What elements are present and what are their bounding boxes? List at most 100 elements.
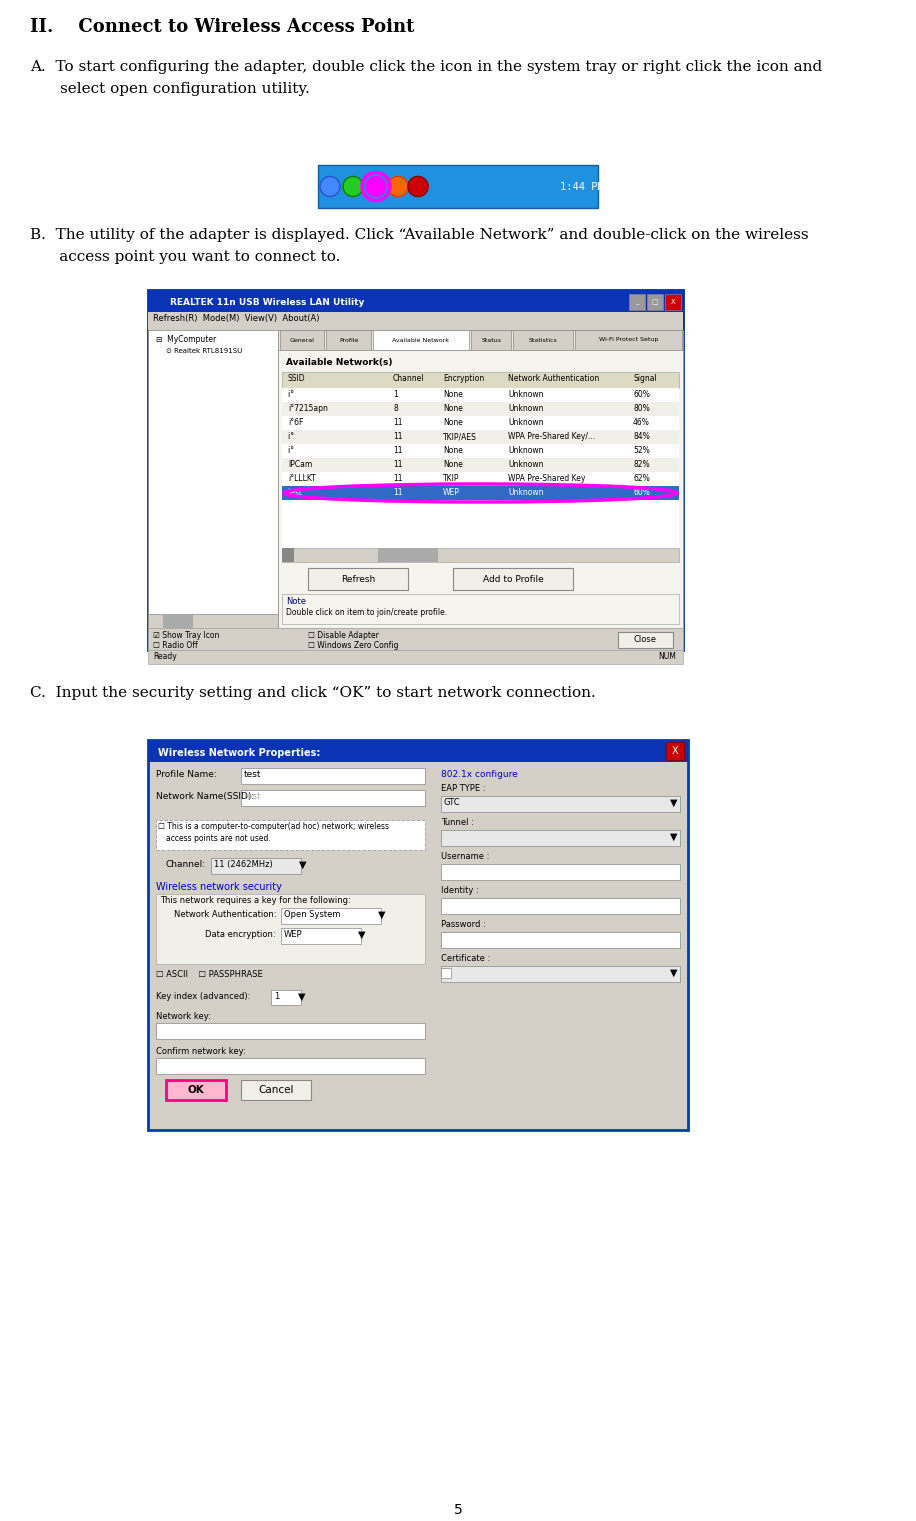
Circle shape — [388, 176, 408, 196]
Circle shape — [343, 176, 363, 196]
Text: ▼: ▼ — [299, 859, 307, 870]
Bar — [281, 928, 361, 945]
Text: test: test — [244, 792, 261, 802]
Text: ▼: ▼ — [670, 799, 678, 808]
Text: i°: i° — [288, 446, 297, 455]
Text: WEP: WEP — [284, 929, 302, 938]
Text: Channel: Channel — [393, 374, 424, 383]
Bar — [318, 164, 598, 208]
Text: 46%: 46% — [633, 418, 649, 427]
Text: Key index (advanced):: Key index (advanced): — [156, 992, 250, 1001]
Text: ▼: ▼ — [670, 832, 678, 843]
Text: None: None — [443, 389, 463, 399]
Text: WPA Pre-Shared Key: WPA Pre-Shared Key — [508, 475, 585, 484]
Text: Note: Note — [286, 598, 306, 605]
Bar — [156, 1024, 425, 1039]
Bar — [282, 487, 679, 500]
Text: A.  To start configuring the adapter, double click the icon in the system tray o: A. To start configuring the adapter, dou… — [30, 59, 823, 75]
Circle shape — [320, 176, 340, 196]
Text: 11: 11 — [393, 459, 402, 468]
Text: test: test — [244, 770, 261, 779]
Bar — [163, 614, 193, 628]
Bar — [148, 330, 278, 628]
Bar — [471, 330, 511, 350]
Text: Cancel: Cancel — [258, 1084, 294, 1095]
Bar — [148, 649, 683, 665]
Text: Unknown: Unknown — [508, 418, 543, 427]
Text: ☐ This is a computer-to-computer(ad hoc) network; wireless: ☐ This is a computer-to-computer(ad hoc)… — [158, 821, 389, 830]
Text: 8: 8 — [393, 405, 398, 414]
Text: Open System: Open System — [284, 910, 341, 919]
Text: WPA Pre-Shared Key/...: WPA Pre-Shared Key/... — [508, 432, 595, 441]
Bar — [282, 430, 679, 444]
Text: 52%: 52% — [633, 446, 649, 455]
Bar — [148, 628, 683, 649]
Text: None: None — [443, 418, 463, 427]
Text: Add to Profile: Add to Profile — [483, 575, 543, 584]
Text: _: _ — [636, 300, 638, 306]
Text: ▼: ▼ — [670, 967, 678, 978]
Text: Channel:: Channel: — [166, 859, 206, 868]
Text: 11: 11 — [393, 418, 402, 427]
Bar — [308, 567, 408, 590]
Bar — [282, 388, 679, 402]
Text: Refresh: Refresh — [341, 575, 376, 584]
Text: ▼: ▼ — [358, 929, 365, 940]
Text: Profile: Profile — [339, 338, 358, 342]
Circle shape — [366, 176, 386, 196]
Text: Wireless network security: Wireless network security — [156, 882, 282, 891]
Text: ⊟  MyComputer: ⊟ MyComputer — [156, 335, 216, 344]
Bar — [282, 548, 679, 561]
Text: Status: Status — [481, 338, 501, 342]
Bar — [282, 417, 679, 430]
Bar — [666, 742, 684, 760]
Text: Signal: Signal — [633, 374, 657, 383]
Bar — [241, 1080, 311, 1100]
Text: 1: 1 — [393, 389, 398, 399]
Bar — [282, 444, 679, 458]
Text: Double click on item to join/create profile.: Double click on item to join/create prof… — [286, 608, 447, 618]
Text: □: □ — [651, 300, 659, 306]
Text: WEP: WEP — [443, 488, 460, 497]
Bar — [148, 291, 683, 312]
Bar — [241, 768, 425, 783]
Text: 11: 11 — [393, 432, 402, 441]
Text: ☐ Radio Off: ☐ Radio Off — [153, 640, 198, 649]
Bar — [441, 932, 680, 948]
Bar — [148, 741, 688, 1130]
Bar — [441, 864, 680, 881]
Text: TKIP/AES: TKIP/AES — [443, 432, 477, 441]
Text: Encryption: Encryption — [443, 374, 485, 383]
Text: i°: i° — [288, 432, 297, 441]
Text: None: None — [443, 446, 463, 455]
Text: REALTEK 11n USB Wireless LAN Utility: REALTEK 11n USB Wireless LAN Utility — [170, 298, 365, 307]
Text: 1:44 PM: 1:44 PM — [560, 181, 604, 192]
Text: access point you want to connect to.: access point you want to connect to. — [30, 249, 341, 265]
Bar — [278, 350, 683, 628]
Text: 11: 11 — [393, 488, 402, 497]
Text: 802.1x configure: 802.1x configure — [441, 770, 518, 779]
Text: Username :: Username : — [441, 852, 489, 861]
Bar — [513, 330, 573, 350]
Bar — [453, 567, 573, 590]
Bar — [156, 894, 425, 964]
Bar — [282, 402, 679, 417]
Text: C.  Input the security setting and click “OK” to start network connection.: C. Input the security setting and click … — [30, 686, 595, 700]
Text: Network Authentication:: Network Authentication: — [173, 910, 276, 919]
Bar — [282, 373, 679, 388]
Text: select open configuration utility.: select open configuration utility. — [60, 82, 310, 96]
Bar — [282, 458, 679, 472]
Bar — [575, 330, 682, 350]
Text: ▼: ▼ — [378, 910, 386, 920]
Text: 80%: 80% — [633, 405, 649, 414]
Bar — [665, 294, 681, 310]
Text: i°6F: i°6F — [288, 418, 303, 427]
Bar — [280, 330, 324, 350]
Text: OK: OK — [188, 1084, 204, 1095]
Bar — [441, 795, 680, 812]
Text: II.    Connect to Wireless Access Point: II. Connect to Wireless Access Point — [30, 18, 414, 37]
Text: Network Authentication: Network Authentication — [508, 374, 599, 383]
Text: Available Network(s): Available Network(s) — [286, 357, 392, 367]
Text: ☐ Windows Zero Config: ☐ Windows Zero Config — [308, 640, 398, 649]
Bar — [441, 830, 680, 846]
